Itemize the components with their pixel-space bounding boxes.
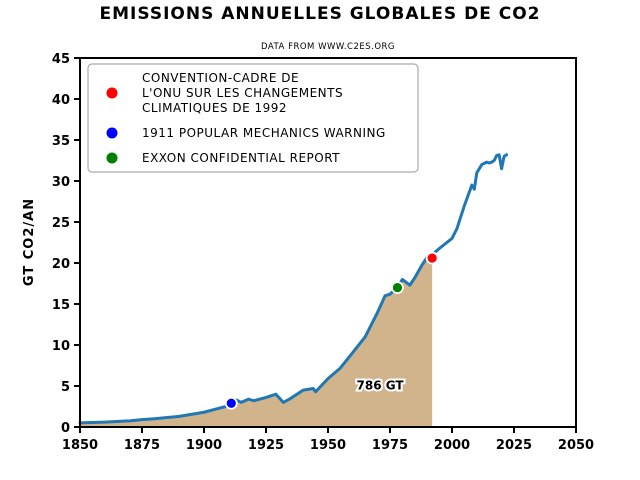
event-marker-0 [425,251,439,265]
y-tick-label: 25 [52,216,70,231]
legend-entry-2-line-0: EXXON CONFIDENTIAL REPORT [142,151,340,165]
y-tick-label: 0 [61,421,70,436]
x-tick-label: 1925 [248,438,284,453]
y-tick-label: 40 [52,93,70,108]
legend: CONVENTION-CADRE DE L'ONU SUR LES CHANGEM… [87,63,419,173]
chart-title: EMISSIONS ANNUELLES GLOBALES DE CO2 [100,4,541,24]
cumulative-emissions-area [80,254,433,427]
y-tick-label: 35 [52,134,70,149]
y-tick-label: 30 [52,175,70,190]
axes: 1850 1875 1900 1925 1950 1975 2000 2025 20500510… [52,52,594,453]
x-tick-label: 2050 [558,438,594,453]
x-tick-label: 1975 [372,438,408,453]
y-axis-label: GT CO2/AN [22,198,37,286]
emissions-line [78,153,509,425]
y-tick-label: 20 [52,257,70,272]
event-marker-1 [224,396,238,410]
legend-entry-0-line-1: L'ONU SUR LES CHANGEMENTS [142,86,343,100]
x-tick-label: 2025 [496,438,532,453]
legend-entry-2: EXXON CONFIDENTIAL REPORT [142,151,340,165]
x-tick-label: 1850 [62,438,98,453]
y-tick-label: 15 [52,298,70,313]
legend-entry-0-line-0: CONVENTION-CADRE DE [142,71,299,85]
legend-marker-0 [106,87,118,99]
legend-box [87,63,419,173]
legend-entry-0: CONVENTION-CADRE DE L'ONU SUR LES CHANGEM… [142,71,343,115]
plot-area: 786 GT [78,153,509,427]
legend-marker-2 [106,152,118,164]
y-tick-label: 5 [61,380,70,395]
legend-marker-1 [106,127,118,139]
legend-entry-1-line-0: 1911 POPULAR MECHANICS WARNING [142,126,386,140]
legend-entry-1: 1911 POPULAR MECHANICS WARNING [142,126,386,140]
x-tick-label: 1950 [310,438,346,453]
area-annotation: 786 GT [357,378,405,392]
event-marker-2 [391,281,404,295]
x-tick-label: 1875 [124,438,160,453]
y-tick-label: 10 [52,339,70,354]
x-tick-label: 1900 [186,438,222,453]
legend-entry-0-line-2: CLIMATIQUES DE 1992 [142,101,287,115]
x-tick-label: 2000 [434,438,470,453]
chart-subtitle: DATA FROM WWW.C2ES.ORG [261,42,395,52]
y-tick-label: 45 [52,52,70,67]
